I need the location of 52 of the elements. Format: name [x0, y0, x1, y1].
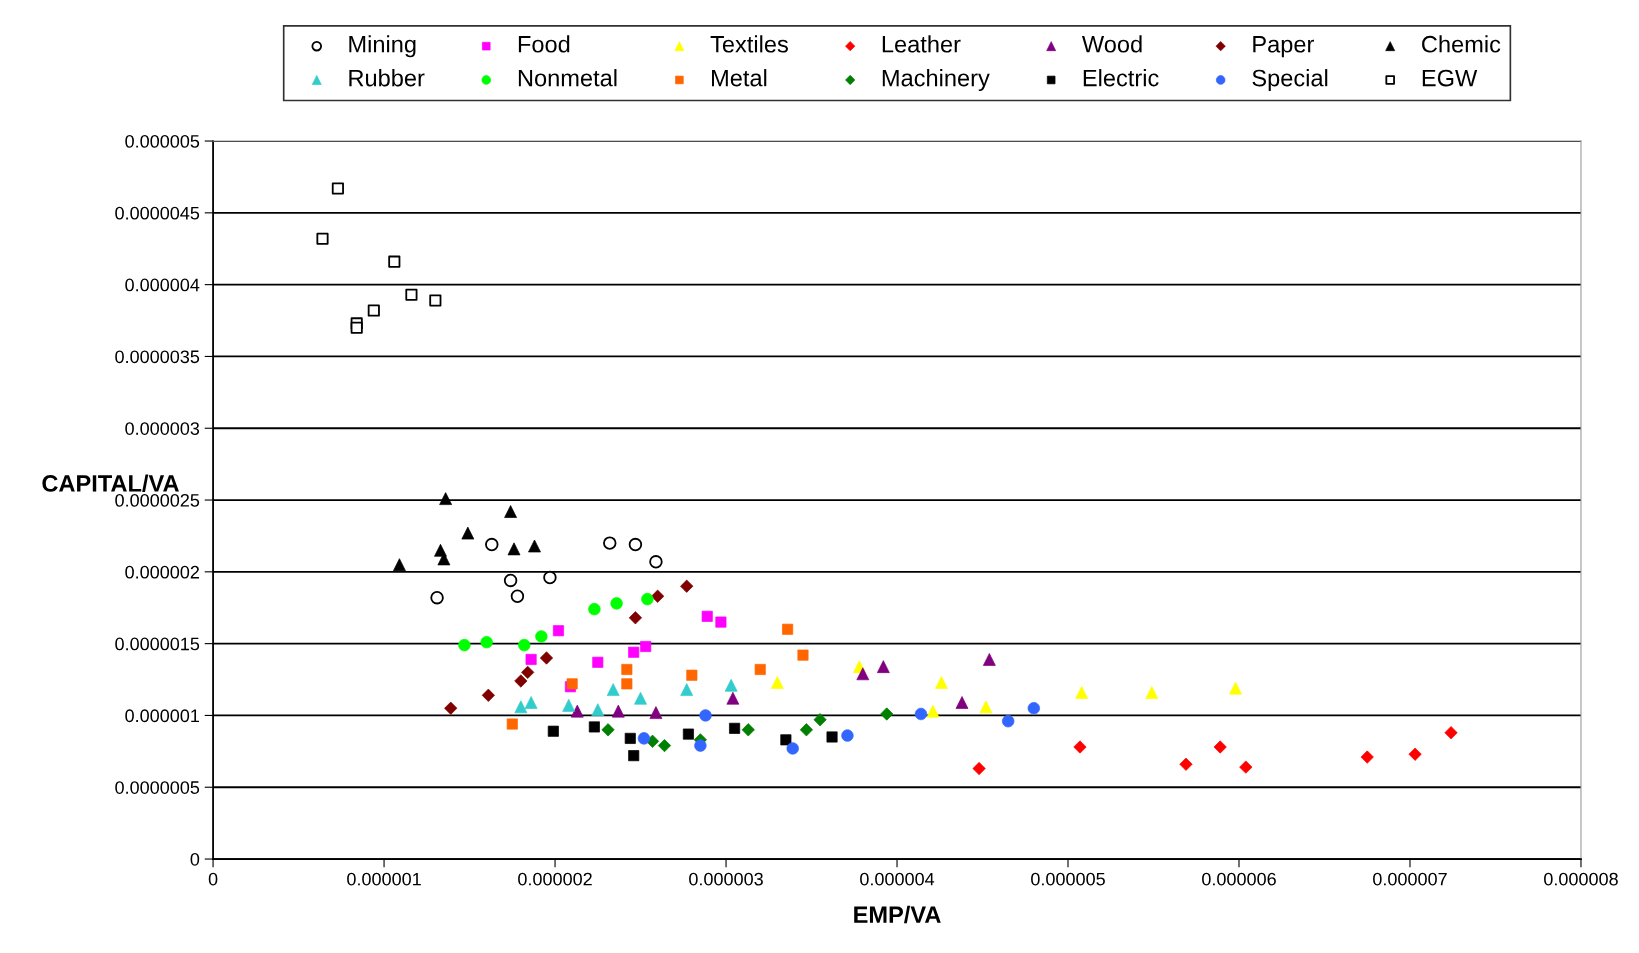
point	[430, 590, 444, 605]
x-axis-title: EMP/VA	[854, 905, 941, 924]
point	[485, 537, 499, 552]
point	[367, 304, 380, 317]
point	[331, 182, 344, 195]
legend-label: Electric	[1083, 69, 1159, 87]
x-tick-label: 0.000004	[860, 872, 935, 886]
legend-label: Leather	[882, 35, 961, 53]
point	[350, 321, 363, 334]
y-tick-label: 0.000005	[125, 134, 200, 148]
y-tick-label: 0.0000045	[115, 206, 200, 220]
legend-label: Nonmetal	[518, 69, 617, 87]
point	[316, 232, 329, 245]
x-tick-label: 0.000005	[1031, 872, 1105, 886]
x-tick-label: 0.000002	[518, 872, 592, 886]
y-axis-title: CAPITAL/VA	[42, 474, 179, 493]
y-tick-label: 0.0000025	[115, 493, 200, 507]
y-tick-label: 0.000001	[125, 709, 199, 723]
point	[429, 294, 442, 307]
point	[603, 536, 617, 550]
legend-label: EGW	[1422, 69, 1478, 87]
point	[649, 555, 663, 569]
point	[510, 589, 525, 603]
x-tick-label: 0.000006	[1202, 872, 1276, 886]
point	[682, 728, 694, 740]
legend-label: Rubber	[349, 69, 425, 87]
point	[543, 570, 557, 585]
legend-label: Wood	[1081, 35, 1142, 53]
legend-label: Mining	[349, 35, 416, 58]
y-tick-label: 0.000002	[125, 565, 199, 579]
y-tick-label: 0.0000005	[115, 781, 200, 794]
point	[388, 255, 401, 268]
legend-label: Metal	[712, 69, 767, 87]
legend-label: Food	[518, 35, 570, 53]
y-tick-label: 0.0000015	[115, 637, 200, 651]
y-tick-label: 0.000004	[125, 278, 200, 292]
legend-label: Chemic	[1422, 35, 1501, 53]
x-tick-label: 0.000008	[1544, 872, 1618, 886]
x-tick-label: 0.000007	[1373, 872, 1447, 886]
point	[405, 288, 418, 301]
point	[628, 537, 643, 552]
legend-label: Machinery	[882, 69, 990, 92]
y-tick-label: 0.000003	[125, 422, 200, 435]
y-tick-label: 0	[190, 852, 200, 866]
legend-label: Paper	[1253, 36, 1314, 58]
legend-label: Textiles	[710, 35, 788, 53]
x-tick-label: 0.000001	[347, 872, 421, 886]
y-tick-label: 0.0000035	[115, 350, 200, 364]
legend-label: Special	[1252, 69, 1328, 92]
point	[503, 573, 518, 588]
x-tick-label: 0.000003	[689, 872, 763, 886]
x-tick-label: 0	[208, 872, 218, 886]
